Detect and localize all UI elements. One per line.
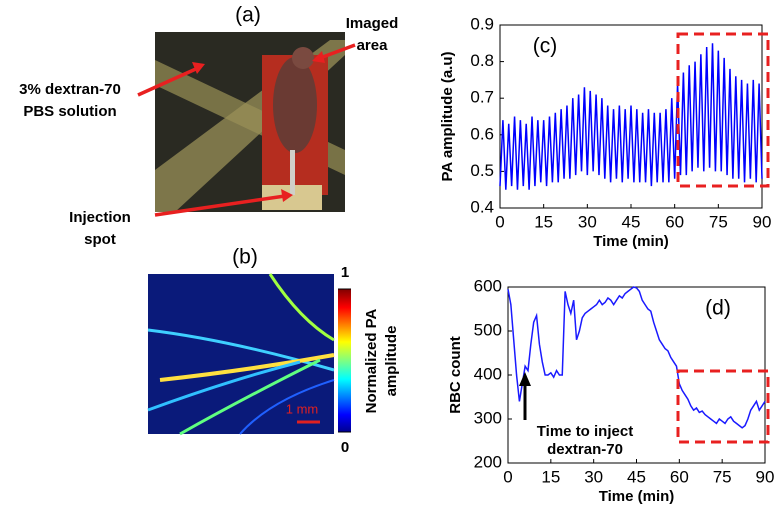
y-tick-label: 0.5 <box>470 161 494 180</box>
x-tick-label: 15 <box>541 467 560 486</box>
y-tick-label: 0.6 <box>470 124 494 143</box>
y-tick-label: 0.7 <box>470 88 494 107</box>
x-tick-label: 0 <box>503 467 512 486</box>
y-tick-label: 0.4 <box>470 197 494 216</box>
inject-arrow <box>519 372 531 420</box>
x-tick-label: 15 <box>534 212 553 231</box>
annotation: Time to inject <box>537 423 633 440</box>
colorbar <box>338 289 351 432</box>
panel-label: (a) <box>235 4 261 27</box>
photo-b <box>147 273 351 436</box>
x-tick-label: 60 <box>670 467 689 486</box>
y-axis-label: RBC count <box>447 336 464 414</box>
scale-bar-label: 1 mm <box>286 401 319 416</box>
x-tick-label: 45 <box>622 212 641 231</box>
annotation: PBS solution <box>23 103 116 120</box>
x-tick-label: 30 <box>584 467 603 486</box>
colorbar-label: amplitude <box>383 326 400 397</box>
data-line <box>499 43 763 190</box>
annotation: dextran-70 <box>547 441 623 458</box>
annotation: spot <box>84 231 116 248</box>
y-tick-label: 500 <box>474 320 502 339</box>
panel-label: (b) <box>232 246 258 269</box>
x-tick-label: 75 <box>709 212 728 231</box>
x-tick-label: 30 <box>578 212 597 231</box>
y-tick-label: 400 <box>474 364 502 383</box>
x-axis-label: Time (min) <box>593 233 669 250</box>
colorbar-tick-label: 0 <box>341 439 349 456</box>
panel-label: (d) <box>705 297 731 320</box>
y-tick-label: 0.8 <box>470 51 494 70</box>
colorbar-label: Normalized PA <box>363 308 380 413</box>
photo-a <box>155 32 345 212</box>
colorbar-tick-label: 1 <box>341 264 349 281</box>
y-tick-label: 200 <box>474 452 502 471</box>
panel-label: (c) <box>533 35 558 58</box>
y-axis-label: PA amplitude (a.u) <box>439 51 456 181</box>
data-line <box>507 286 766 429</box>
x-tick-label: 0 <box>495 212 504 231</box>
x-axis-label: Time (min) <box>599 488 675 505</box>
x-tick-label: 90 <box>753 212 772 231</box>
arrows <box>137 43 356 217</box>
highlight-boxes <box>676 32 770 444</box>
annotation: Injection <box>69 209 131 226</box>
x-tick-label: 45 <box>627 467 646 486</box>
y-tick-label: 0.9 <box>470 14 494 33</box>
x-tick-label: 90 <box>756 467 775 486</box>
annotation: area <box>357 37 389 54</box>
annotation: 3% dextran-70 <box>19 81 121 98</box>
y-tick-label: 300 <box>474 408 502 427</box>
annotation: Imaged <box>346 15 399 32</box>
x-tick-label: 60 <box>665 212 684 231</box>
y-tick-label: 600 <box>474 276 502 295</box>
x-tick-label: 75 <box>713 467 732 486</box>
